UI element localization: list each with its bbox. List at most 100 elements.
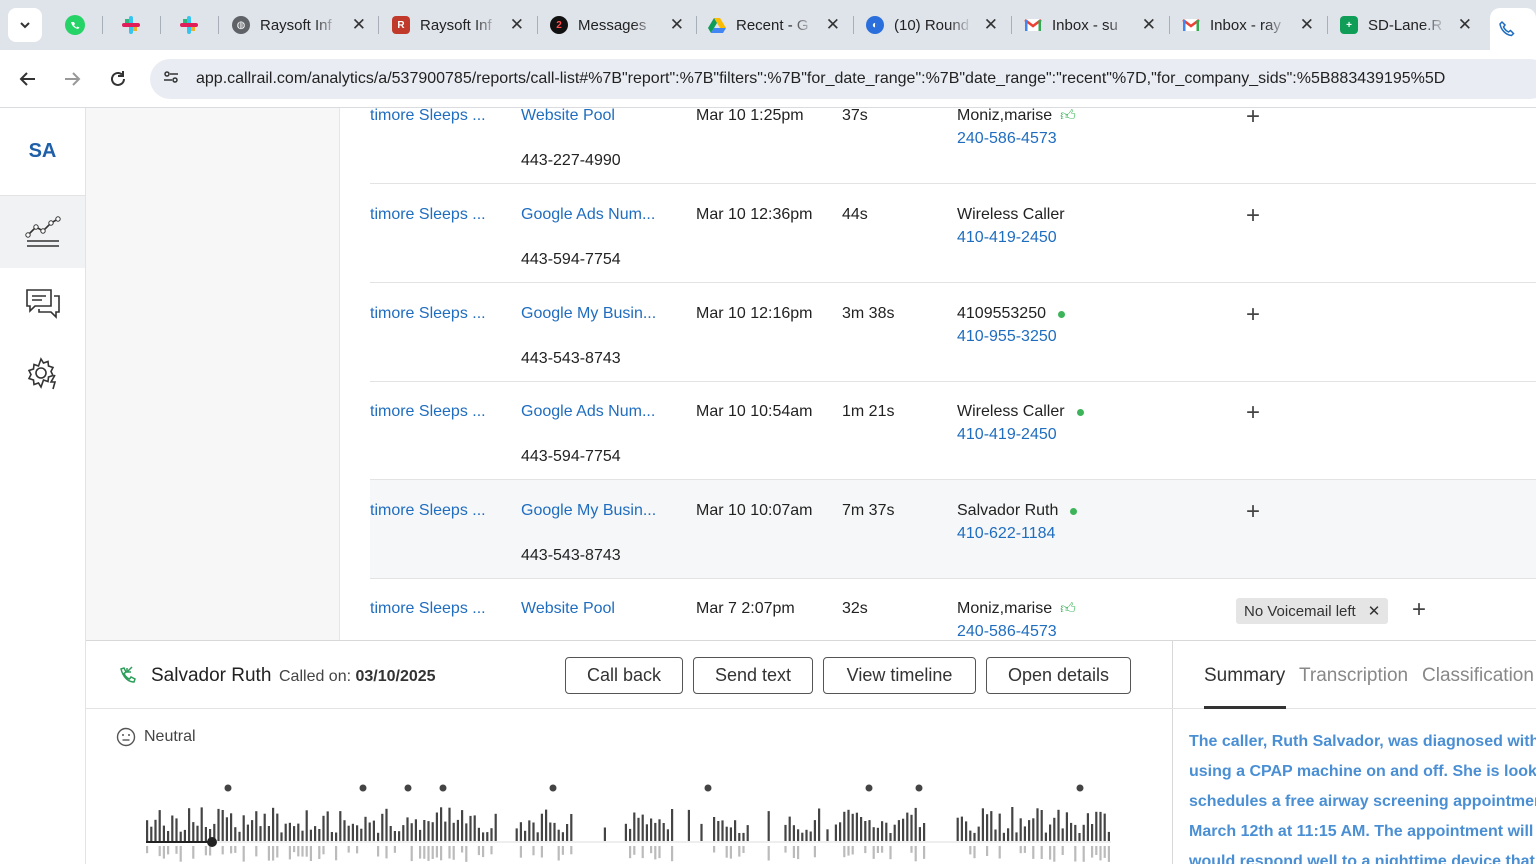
source-link[interactable]: Google My Busin... — [521, 305, 657, 322]
close-icon[interactable]: ✕ — [1141, 15, 1156, 34]
add-tag-plus-icon[interactable]: + — [1246, 399, 1261, 426]
caller-phone-link[interactable]: 240-586-4573 — [957, 623, 1057, 640]
view-timeline-button[interactable]: View timeline — [823, 657, 976, 694]
waveform-bar-secondary — [410, 846, 413, 862]
pinned-tab-slack-1[interactable] — [118, 12, 144, 38]
waveform-bar-secondary — [255, 846, 258, 857]
waveform-bar-secondary — [1091, 846, 1094, 858]
caller-phone-link[interactable]: 410-419-2450 — [957, 426, 1057, 443]
add-tag-plus-icon[interactable]: + — [1246, 108, 1261, 130]
call-back-button[interactable]: Call back — [565, 657, 683, 694]
waveform-bar-secondary — [1099, 846, 1102, 861]
browser-tab[interactable]: + SD-Lane.R ✕ — [1332, 8, 1480, 42]
waveform-bar — [1086, 813, 1089, 841]
company-link[interactable]: timore Sleeps ... — [370, 305, 486, 322]
pinned-tab-whatsapp[interactable] — [62, 12, 88, 38]
waveform-marker[interactable] — [549, 784, 557, 792]
waveform-bar — [528, 820, 531, 841]
caller-phone-link[interactable]: 410-622-1184 — [957, 525, 1056, 542]
tab-transcription[interactable]: Transcription — [1299, 665, 1409, 686]
waveform-bar-secondary — [377, 846, 380, 857]
caller-phone-link[interactable]: 410-419-2450 — [957, 229, 1057, 246]
close-icon[interactable]: ✕ — [351, 15, 366, 34]
reload-button[interactable] — [104, 65, 132, 93]
waveform-marker[interactable] — [404, 784, 412, 792]
waveform-bar — [1078, 833, 1081, 841]
pinned-tab-slack-2[interactable] — [176, 12, 202, 38]
table-row[interactable]: timore Sleeps ... Google My Busin... 443… — [370, 283, 1536, 382]
table-row[interactable]: timore Sleeps ... Google Ads Num... 443-… — [370, 381, 1536, 480]
company-link[interactable]: timore Sleeps ... — [370, 403, 486, 420]
caller-phone-link[interactable]: 410-955-3250 — [957, 328, 1057, 345]
add-tag-plus-icon[interactable]: + — [1246, 498, 1261, 525]
tab-classification[interactable]: Classification — [1422, 665, 1534, 686]
waveform-bar — [897, 820, 900, 841]
waveform-marker[interactable] — [915, 784, 923, 792]
company-link[interactable]: timore Sleeps ... — [370, 502, 486, 519]
waveform-marker[interactable] — [1076, 784, 1084, 792]
add-tag-plus-icon[interactable]: + — [1246, 301, 1261, 328]
tab-search-button[interactable] — [8, 8, 42, 42]
close-icon[interactable]: ✕ — [1457, 15, 1472, 34]
browser-tab[interactable]: Inbox - ray ✕ — [1174, 8, 1322, 42]
browser-tab[interactable]: ◐ (10) Round ✕ — [858, 8, 1006, 42]
waveform-marker[interactable] — [704, 784, 712, 792]
close-icon[interactable]: ✕ — [1299, 15, 1314, 34]
call-audio-waveform[interactable] — [86, 771, 1173, 865]
company-link[interactable]: timore Sleeps ... — [370, 206, 486, 223]
source-link[interactable]: Google My Busin... — [521, 502, 657, 519]
waveform-bar — [1091, 824, 1094, 841]
waveform-bar — [297, 823, 300, 841]
account-logo[interactable]: SA — [0, 108, 85, 196]
company-link[interactable]: timore Sleeps ... — [370, 600, 486, 617]
caller-phone-link[interactable]: 240-586-4573 — [957, 130, 1057, 147]
forward-button[interactable] — [58, 65, 86, 93]
browser-tab[interactable]: R Raysoft Inf ✕ — [384, 8, 532, 42]
tab-summary[interactable]: Summary — [1204, 665, 1286, 686]
open-details-button[interactable]: Open details — [986, 657, 1131, 694]
source-link[interactable]: Google Ads Num... — [521, 403, 656, 420]
browser-tab[interactable]: Inbox - su ✕ — [1016, 8, 1164, 42]
source-link[interactable]: Google Ads Num... — [521, 206, 656, 223]
add-tag-plus-icon[interactable]: + — [1246, 202, 1261, 229]
waveform-marker[interactable] — [224, 784, 232, 792]
waveform-bar — [469, 815, 472, 841]
send-text-button[interactable]: Send text — [693, 657, 813, 694]
table-row[interactable]: timore Sleeps ... Website Pool Mar 7 2:0… — [370, 578, 1536, 640]
site-info-icon[interactable] — [162, 68, 184, 90]
browser-tab[interactable]: 2 Messages ✕ — [542, 8, 692, 42]
waveform-bar-secondary — [519, 846, 522, 858]
waveform-bar-secondary — [658, 846, 661, 859]
waveform-marker[interactable] — [359, 784, 367, 792]
close-icon[interactable]: ✕ — [509, 15, 524, 34]
waveform-bar — [1011, 807, 1014, 841]
remove-tag-close-icon[interactable]: ✕ — [1367, 603, 1381, 620]
table-row[interactable]: timore Sleeps ... Google Ads Num... 443-… — [370, 184, 1536, 283]
back-button[interactable] — [14, 65, 42, 93]
browser-tab[interactable]: Recent - G ✕ — [700, 8, 848, 42]
close-icon[interactable]: ✕ — [669, 15, 684, 34]
address-bar[interactable]: app.callrail.com/analytics/a/537900785/r… — [150, 59, 1536, 99]
waveform-bar — [351, 823, 354, 841]
source-link[interactable]: Website Pool — [521, 600, 615, 617]
browser-tab-active[interactable] — [1490, 8, 1536, 50]
close-icon[interactable]: ✕ — [825, 15, 840, 34]
company-link[interactable]: timore Sleeps ... — [370, 108, 486, 124]
waveform-marker[interactable] — [439, 784, 447, 792]
waveform-bar — [645, 824, 648, 841]
incoming-call-icon — [120, 666, 136, 683]
waveform-bar-secondary — [465, 846, 468, 862]
browser-tab[interactable]: ◍ Raysoft Inf ✕ — [224, 8, 374, 42]
source-link[interactable]: Website Pool — [521, 108, 615, 124]
add-tag-plus-icon[interactable]: + — [1412, 596, 1427, 623]
neutral-face-icon — [116, 727, 136, 747]
sidebar-item-settings[interactable] — [0, 338, 85, 410]
sidebar-item-conversations[interactable] — [0, 268, 85, 340]
waveform-marker[interactable] — [865, 784, 873, 792]
table-row-selected[interactable]: timore Sleeps ... Google My Busin... 443… — [370, 480, 1536, 579]
sidebar-item-analytics[interactable] — [0, 196, 85, 268]
table-row[interactable]: timore Sleeps ... Website Pool 443-227-4… — [370, 108, 1536, 184]
close-icon[interactable]: ✕ — [983, 15, 998, 34]
waveform-bar-secondary — [1103, 846, 1106, 858]
playhead-handle[interactable] — [207, 837, 217, 847]
